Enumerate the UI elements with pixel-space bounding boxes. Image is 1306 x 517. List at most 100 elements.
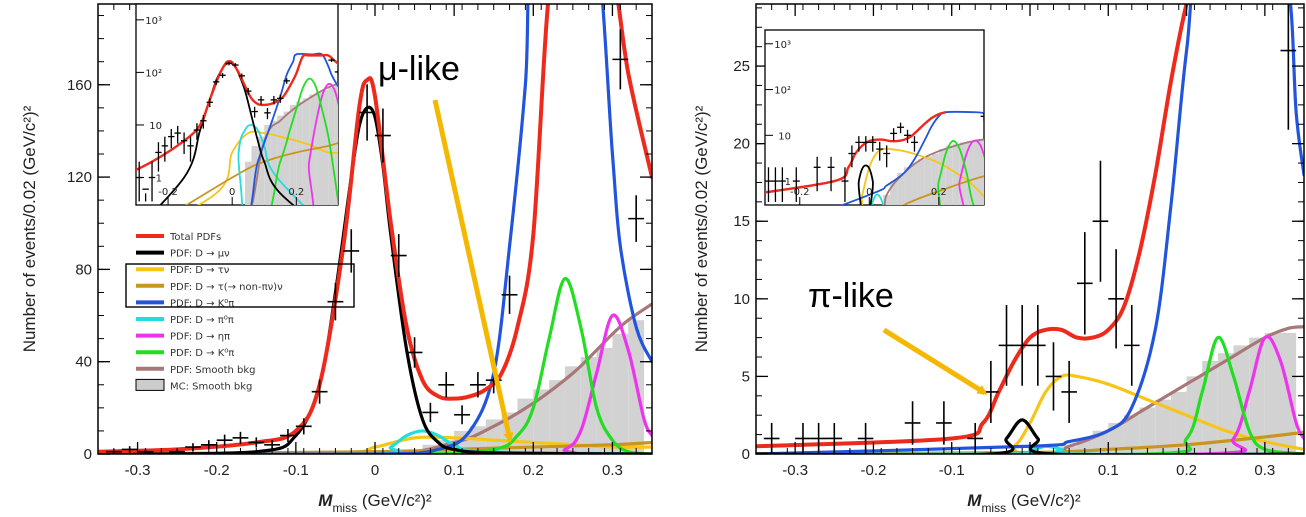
left-inset-data-point [168,128,175,149]
left-inset-data-point [206,98,213,108]
legend-label-1: PDF: D → μν [170,249,230,260]
left-x-tick-label: 0.1 [444,462,465,479]
right-mc-bin [1139,407,1156,454]
right-inset-y-tick-label: 1 [785,177,791,188]
left-inset: 1 10 10² 10³ -0.2 0 0.2 [135,3,339,206]
right-data-point [1092,160,1109,282]
right-data-points [763,4,1297,454]
left-inset-data-point [225,61,233,66]
left-data-point [438,372,455,398]
right-inset: 1 10 10² 10³ -0.2 0 0.2 [764,29,985,206]
left-inset-mc-bin [270,120,278,205]
right-inset-x-tick-label: -0.2 [790,187,810,198]
right-inset-data-point [771,167,779,202]
right-y-axis-label: Number of events/0.02 (GeV/c²)² [692,105,711,352]
left-mc-bin [564,366,581,454]
left-mc-bin [533,389,550,454]
left-data-point [327,283,344,321]
left-inset-mc-bin [245,161,252,205]
left-annotation-arrow [432,99,514,443]
right-mc-bin [1170,391,1187,454]
right-inset-mc-bin [973,140,981,205]
left-inset-mc-bin [296,101,303,205]
legend: Total PDFs PDF: D → μν PDF: D → τν PDF: D →… [125,232,355,392]
left-inset-curve-total-pdfs-0 [136,53,338,172]
left-data-point [390,234,407,277]
left-inset-data-point [277,94,284,103]
left-inset-x-tick-label: -0.2 [158,187,178,198]
right-inset-x-tick-label: 0 [866,187,872,198]
right-y-tick-label: 15 [733,213,750,230]
left-data-point [612,29,629,90]
left-data-point [359,84,375,141]
left-inset-mc-bin [302,98,310,205]
right-x-tick-label: -0.2 [860,462,886,479]
right-inset-content [765,110,984,205]
left-inset-data-point [219,72,226,78]
right-y-tick-label: 5 [742,368,750,385]
right-curve-pdf-d-1 [756,418,1304,454]
left-x-tick-label: 0.2 [523,462,544,479]
left-inset-content [136,52,338,205]
left-inset-data-point [212,79,220,85]
left-y-tick-label: 80 [75,261,92,278]
right-inset-mc-bin [897,173,905,205]
left-data-point [628,195,645,242]
left-inset-data-point [148,161,156,202]
left-inset-y-tick-label: 1 [156,174,162,185]
right-x-axis-label-rest: (GeV/c²)² [1006,491,1081,510]
legend-label-7: PDF: D → K⁰π [170,348,234,359]
left-data-point [264,440,281,450]
left-curve-pdf-d-k-4 [98,4,652,454]
right-curve-pdf-smooth-bkg-8 [756,325,1304,454]
left-inset-mc-bin [264,124,271,205]
left-data-point [200,440,217,450]
right-inset-curve-pdf-d-k-7 [937,140,975,205]
right-inset-y-tick-label: 10 [778,131,791,142]
left-y-tick-label: 0 [84,446,92,463]
right-curve-pdf-d-k-4 [756,4,1304,454]
right-mc-bin [1202,360,1218,454]
right-inset-data-point [848,145,856,168]
right-mc-histogram [1061,332,1297,454]
right-inset-data-point [855,136,863,152]
right-inset-data-point [827,156,835,192]
legend-label-2: PDF: D → τν [170,265,230,276]
left-data-point [406,337,423,368]
left-inset-mc-bin [257,136,265,205]
right-x-axis-label: Mmiss (GeV/c²)² [967,491,1081,515]
left-inset-data-point [283,78,290,84]
right-inset-mc-bin [959,142,967,205]
right-annotation-pi-like: π-like [808,277,894,315]
left-data-point [311,379,328,404]
left-data-point [454,405,470,425]
left-y-tick-label: 160 [67,77,92,94]
right-inset-y-tick-label: 10² [774,86,791,97]
left-inset-curve-pdf-d-non-3 [184,142,338,205]
right-mc-bin [1108,422,1124,454]
left-inset-x-tick-label: 0 [229,187,235,198]
right-inset-mc-bin [952,143,960,205]
left-inset-data-point [155,142,162,172]
legend-label-3: PDF: D → τ(→ non-πν)ν [170,282,283,293]
right-x-tick-label: -0.1 [939,462,965,479]
left-inset-data-point [180,132,188,155]
left-inset-y-tick-label: 10² [145,68,162,79]
right-data-point [1280,4,1297,130]
right-y-tick-label: 0 [742,446,750,463]
left-inset-data-point [251,106,258,118]
left-inset-curve-pdf-d-5 [237,124,305,205]
left-inset-data-point [270,96,278,105]
left-inset-data-point [245,87,252,95]
left-inset-data-point [257,96,265,105]
left-panel: -0.3 -0.2 -0.1 0 0.1 0.2 0.3 0 40 80 120 160 Number… [20,3,653,515]
left-inset-data-point [142,188,149,202]
right-inset-mc-bin [931,153,939,205]
left-inset-data-point [238,73,246,79]
right-data-point [1014,305,1030,386]
left-inset-data-point [200,114,207,129]
left-y-tick-label: 40 [75,354,92,371]
left-inset-data-point [174,125,181,144]
right-inset-data-point [876,141,884,161]
